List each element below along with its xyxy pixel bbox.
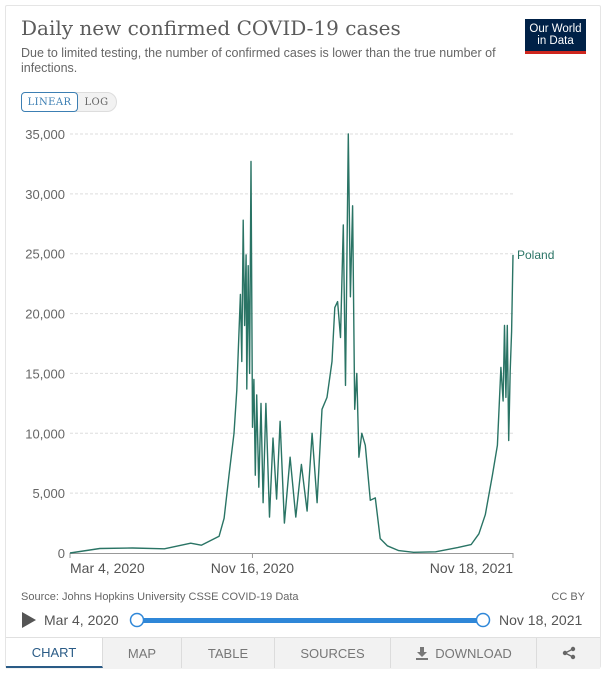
line-chart: 0 5,000 10,000 15,000 20,000 25,000 30,000 35,0… bbox=[25, 127, 554, 576]
y-tick-label: 25,000 bbox=[25, 247, 65, 262]
download-icon bbox=[416, 647, 429, 660]
x-tick-label: Nov 18, 2021 bbox=[430, 560, 513, 576]
x-tick-label: Mar 4, 2020 bbox=[70, 560, 145, 576]
x-axis: Mar 4, 2020 Nov 16, 2020 Nov 18, 2021 bbox=[69, 553, 514, 576]
timeline-end-date: Nov 18, 2021 bbox=[499, 612, 583, 628]
x-tick-label: Nov 16, 2020 bbox=[211, 560, 294, 576]
timeline-end-handle[interactable] bbox=[475, 612, 491, 628]
scale-toggle: LINEAR LOG bbox=[21, 92, 117, 112]
linear-scale-button[interactable]: LINEAR bbox=[21, 92, 78, 112]
share-icon bbox=[562, 646, 575, 660]
series-line-poland[interactable] bbox=[69, 133, 514, 554]
chart-title: Daily new confirmed COVID-19 cases bbox=[21, 16, 401, 40]
y-tick-label: 10,000 bbox=[25, 426, 65, 441]
y-tick-label: 30,000 bbox=[25, 187, 65, 202]
gridlines bbox=[70, 133, 513, 494]
chart-card bbox=[5, 5, 601, 668]
timeline: Mar 4, 2020 Nov 18, 2021 bbox=[0, 606, 608, 634]
download-label: DOWNLOAD bbox=[435, 645, 512, 661]
play-icon[interactable] bbox=[22, 612, 36, 628]
y-tick-label: 35,000 bbox=[25, 127, 65, 142]
y-tick-label: 5,000 bbox=[32, 486, 65, 501]
tab-chart[interactable]: CHART bbox=[6, 638, 103, 668]
tab-sources[interactable]: SOURCES bbox=[275, 638, 391, 668]
timeline-start-date: Mar 4, 2020 bbox=[44, 612, 119, 628]
owid-logo[interactable]: Our World in Data bbox=[525, 19, 586, 54]
license-note[interactable]: CC BY bbox=[551, 591, 585, 603]
y-tick-label: 15,000 bbox=[25, 366, 65, 381]
y-tick-label: 20,000 bbox=[25, 307, 65, 322]
logo-line-1: Our World bbox=[529, 23, 582, 35]
y-tick-label: 0 bbox=[58, 546, 65, 561]
tab-table[interactable]: TABLE bbox=[182, 638, 275, 668]
tab-map[interactable]: MAP bbox=[103, 638, 182, 668]
series-label-poland: Poland bbox=[517, 248, 554, 262]
chart-subtitle: Due to limited testing, the number of co… bbox=[21, 46, 496, 75]
logo-line-2: in Data bbox=[537, 35, 574, 47]
timeline-track[interactable] bbox=[137, 618, 483, 623]
timeline-start-handle[interactable] bbox=[129, 612, 145, 628]
tab-bar: CHART MAP TABLE SOURCES DOWNLOAD bbox=[6, 637, 600, 669]
share-button[interactable] bbox=[537, 638, 600, 668]
tab-download[interactable]: DOWNLOAD bbox=[391, 638, 537, 668]
source-note[interactable]: Source: Johns Hopkins University CSSE CO… bbox=[21, 591, 299, 603]
y-axis: 0 5,000 10,000 15,000 20,000 25,000 30,000 35,0… bbox=[25, 127, 65, 561]
